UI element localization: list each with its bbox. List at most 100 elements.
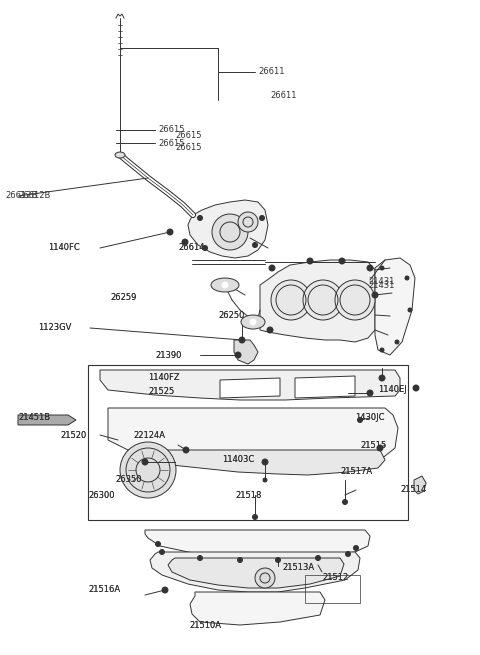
Circle shape	[183, 447, 189, 453]
Circle shape	[263, 478, 267, 482]
Circle shape	[120, 442, 176, 498]
Polygon shape	[168, 558, 344, 588]
Text: 1140FZ: 1140FZ	[148, 373, 180, 383]
Polygon shape	[414, 476, 426, 494]
Text: 1140FC: 1140FC	[48, 244, 80, 252]
Text: 21390: 21390	[155, 352, 181, 360]
Polygon shape	[260, 260, 375, 342]
Circle shape	[346, 552, 350, 557]
Text: 21518: 21518	[235, 491, 262, 500]
Polygon shape	[100, 370, 400, 400]
Text: 26615: 26615	[175, 130, 202, 140]
Circle shape	[408, 308, 412, 312]
Circle shape	[395, 340, 399, 344]
Text: 1140FZ: 1140FZ	[148, 373, 180, 383]
Text: 21431: 21431	[368, 278, 395, 286]
Circle shape	[353, 546, 359, 550]
Text: 21513A: 21513A	[282, 563, 314, 572]
Text: 26259: 26259	[110, 293, 136, 303]
Text: 1140EJ: 1140EJ	[378, 386, 407, 394]
Polygon shape	[188, 200, 268, 258]
Bar	[88, 365, 408, 520]
Text: 26614: 26614	[178, 244, 204, 252]
Text: 21451B: 21451B	[18, 413, 50, 422]
Text: 26350: 26350	[115, 476, 142, 485]
Circle shape	[413, 385, 419, 391]
Text: 21451B: 21451B	[18, 413, 50, 422]
Ellipse shape	[211, 278, 239, 292]
Circle shape	[367, 265, 373, 271]
Text: 26259: 26259	[110, 293, 136, 303]
Text: 26350: 26350	[115, 476, 142, 485]
Circle shape	[267, 327, 273, 333]
Text: 21510A: 21510A	[189, 620, 221, 629]
Text: 26614: 26614	[178, 244, 204, 252]
Circle shape	[380, 266, 384, 270]
Circle shape	[343, 500, 348, 504]
Text: 1123GV: 1123GV	[38, 324, 72, 333]
Text: 26250: 26250	[218, 312, 244, 320]
Text: 1430JC: 1430JC	[355, 413, 384, 422]
Text: 21514: 21514	[400, 485, 426, 495]
Text: 21431: 21431	[368, 280, 395, 290]
Text: 1140EJ: 1140EJ	[378, 386, 407, 394]
Polygon shape	[295, 376, 355, 398]
Circle shape	[271, 280, 311, 320]
Text: 21514: 21514	[400, 485, 426, 495]
Polygon shape	[150, 552, 360, 592]
Circle shape	[162, 587, 168, 593]
Circle shape	[159, 550, 165, 555]
Circle shape	[182, 239, 188, 245]
Text: 21512: 21512	[322, 574, 348, 582]
Text: 21390: 21390	[155, 352, 181, 360]
Text: 22124A: 22124A	[133, 430, 165, 440]
Circle shape	[252, 514, 257, 519]
Text: 26250: 26250	[218, 312, 244, 320]
Text: 11403C: 11403C	[222, 455, 254, 464]
Circle shape	[276, 557, 280, 563]
Circle shape	[379, 375, 385, 381]
Circle shape	[197, 215, 203, 221]
Ellipse shape	[115, 152, 125, 158]
Circle shape	[250, 319, 256, 325]
Circle shape	[235, 352, 241, 358]
Circle shape	[156, 542, 160, 546]
Circle shape	[238, 557, 242, 563]
Text: 26300: 26300	[88, 491, 115, 500]
Text: 26611: 26611	[258, 67, 285, 77]
Circle shape	[269, 265, 275, 271]
Text: 11403C: 11403C	[222, 455, 254, 464]
Circle shape	[315, 555, 321, 561]
Polygon shape	[145, 530, 370, 558]
Text: 21510A: 21510A	[189, 620, 221, 629]
Circle shape	[167, 229, 173, 235]
Ellipse shape	[241, 315, 265, 329]
Circle shape	[380, 348, 384, 352]
Text: 26612B: 26612B	[5, 191, 37, 200]
Text: 21518: 21518	[235, 491, 262, 500]
Text: 26300: 26300	[88, 491, 115, 500]
Text: 26615: 26615	[158, 126, 184, 134]
Text: 1140FC: 1140FC	[48, 244, 80, 252]
Text: 26612B: 26612B	[18, 191, 50, 200]
Text: 26611: 26611	[270, 90, 297, 100]
Text: 21520: 21520	[60, 430, 86, 440]
Circle shape	[303, 280, 343, 320]
Circle shape	[377, 445, 383, 451]
Polygon shape	[190, 592, 325, 625]
Circle shape	[255, 568, 275, 588]
Circle shape	[339, 258, 345, 264]
Circle shape	[239, 337, 245, 343]
Text: 21517A: 21517A	[340, 468, 372, 476]
Text: 21516A: 21516A	[88, 586, 120, 595]
Circle shape	[335, 280, 375, 320]
Text: 21513A: 21513A	[282, 563, 314, 572]
Circle shape	[367, 390, 373, 396]
Text: 21512: 21512	[322, 574, 348, 582]
Text: 21525: 21525	[148, 388, 174, 396]
Text: 21517A: 21517A	[340, 468, 372, 476]
Polygon shape	[108, 408, 398, 468]
Circle shape	[260, 215, 264, 221]
Text: 22124A: 22124A	[133, 430, 165, 440]
Circle shape	[238, 212, 258, 232]
